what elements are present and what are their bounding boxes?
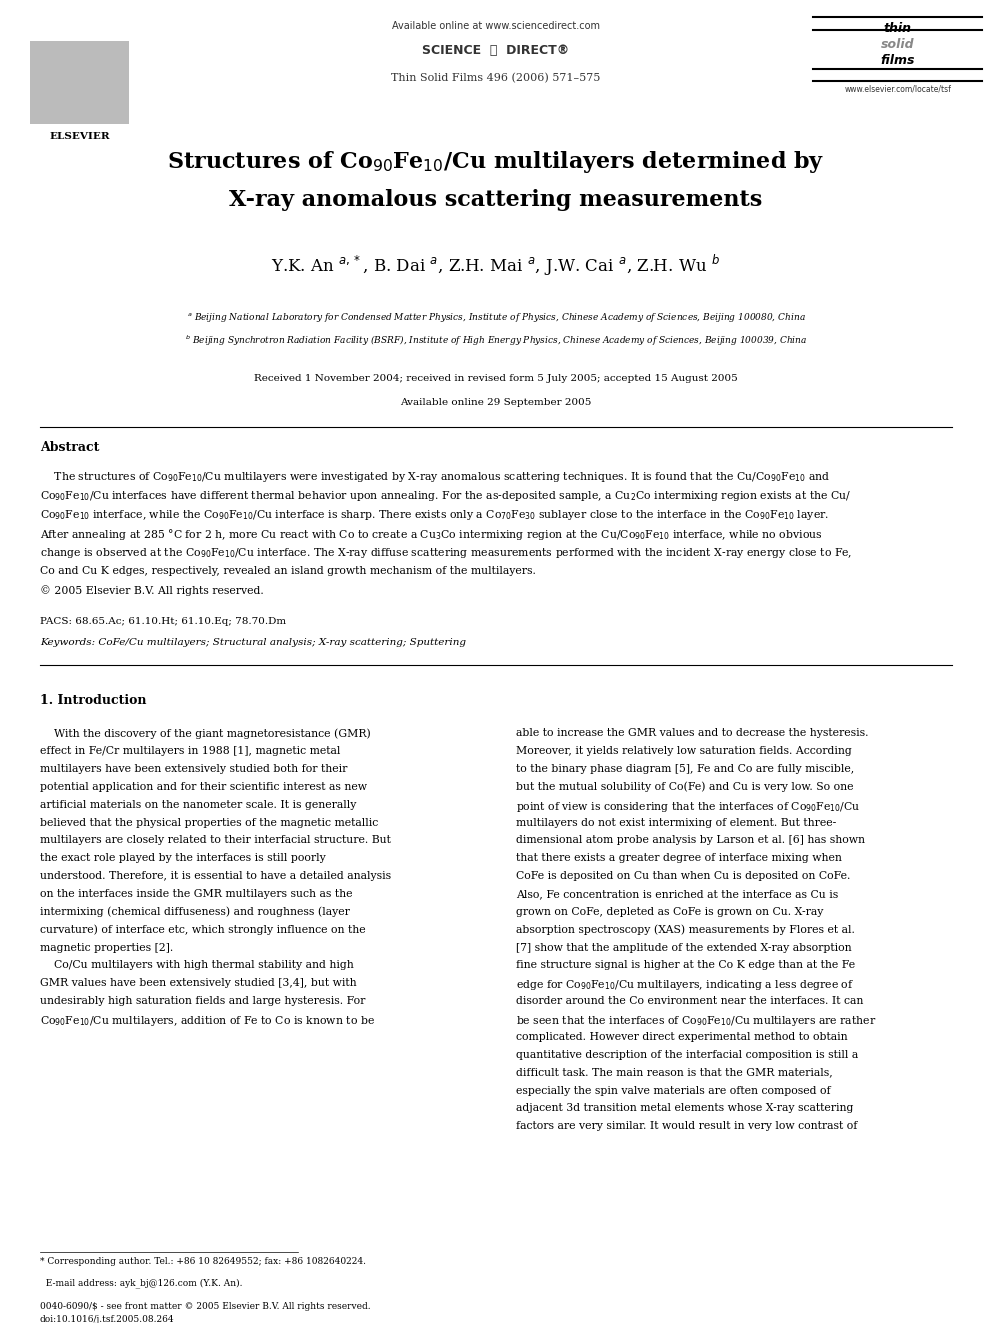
Text: undesirably high saturation fields and large hysteresis. For: undesirably high saturation fields and l…: [40, 996, 365, 1007]
Text: edge for Co$_{90}$Fe$_{10}$/Cu multilayers, indicating a less degree of: edge for Co$_{90}$Fe$_{10}$/Cu multilaye…: [516, 979, 854, 992]
Text: point of view is considering that the interfaces of Co$_{90}$Fe$_{10}$/Cu: point of view is considering that the in…: [516, 799, 860, 814]
Text: that there exists a greater degree of interface mixing when: that there exists a greater degree of in…: [516, 853, 842, 864]
Text: artificial materials on the nanometer scale. It is generally: artificial materials on the nanometer sc…: [40, 799, 356, 810]
Text: © 2005 Elsevier B.V. All rights reserved.: © 2005 Elsevier B.V. All rights reserved…: [40, 585, 264, 595]
Text: difficult task. The main reason is that the GMR materials,: difficult task. The main reason is that …: [516, 1068, 832, 1078]
Text: especially the spin valve materials are often composed of: especially the spin valve materials are …: [516, 1086, 830, 1095]
Text: grown on CoFe, depleted as CoFe is grown on Cu. X-ray: grown on CoFe, depleted as CoFe is grown…: [516, 908, 823, 917]
Text: X-ray anomalous scattering measurements: X-ray anomalous scattering measurements: [229, 189, 763, 212]
Text: Available online at www.sciencedirect.com: Available online at www.sciencedirect.co…: [392, 21, 600, 32]
Text: believed that the physical properties of the magnetic metallic: believed that the physical properties of…: [40, 818, 378, 828]
Text: Thin Solid Films 496 (2006) 571–575: Thin Solid Films 496 (2006) 571–575: [391, 73, 601, 83]
Text: SCIENCE  ⓓ  DIRECT®: SCIENCE ⓓ DIRECT®: [423, 44, 569, 57]
Text: GMR values have been extensively studied [3,4], but with: GMR values have been extensively studied…: [40, 979, 356, 988]
FancyBboxPatch shape: [30, 41, 129, 124]
Text: $^a$ Beijing National Laboratory for Condensed Matter Physics, Institute of Phys: $^a$ Beijing National Laboratory for Con…: [186, 311, 806, 324]
Text: Co and Cu K edges, respectively, revealed an island growth mechanism of the mult: Co and Cu K edges, respectively, reveale…: [40, 566, 536, 576]
Text: 1. Introduction: 1. Introduction: [40, 695, 146, 706]
Text: change is observed at the Co$_{90}$Fe$_{10}$/Cu interface. The X-ray diffuse sca: change is observed at the Co$_{90}$Fe$_{…: [40, 546, 852, 561]
Text: After annealing at 285 °C for 2 h, more Cu react with Co to create a Cu$_3$Co in: After annealing at 285 °C for 2 h, more …: [40, 528, 822, 542]
Text: magnetic properties [2].: magnetic properties [2].: [40, 943, 173, 953]
Text: on the interfaces inside the GMR multilayers such as the: on the interfaces inside the GMR multila…: [40, 889, 352, 900]
Text: disorder around the Co environment near the interfaces. It can: disorder around the Co environment near …: [516, 996, 863, 1007]
Text: thin: thin: [884, 22, 912, 36]
Text: E-mail address: ayk_bj@126.com (Y.K. An).: E-mail address: ayk_bj@126.com (Y.K. An)…: [40, 1278, 242, 1287]
Text: multilayers do not exist intermixing of element. But three-: multilayers do not exist intermixing of …: [516, 818, 836, 828]
Text: Keywords: CoFe/Cu multilayers; Structural analysis; X-ray scattering; Sputtering: Keywords: CoFe/Cu multilayers; Structura…: [40, 639, 465, 647]
Text: but the mutual solubility of Co(Fe) and Cu is very low. So one: but the mutual solubility of Co(Fe) and …: [516, 782, 853, 792]
Text: to the binary phase diagram [5], Fe and Co are fully miscible,: to the binary phase diagram [5], Fe and …: [516, 765, 854, 774]
Text: Co/Cu multilayers with high thermal stability and high: Co/Cu multilayers with high thermal stab…: [40, 960, 353, 971]
Text: be seen that the interfaces of Co$_{90}$Fe$_{10}$/Cu multilayers are rather: be seen that the interfaces of Co$_{90}$…: [516, 1015, 876, 1028]
Text: solid: solid: [881, 38, 915, 52]
Text: films: films: [881, 54, 915, 67]
Text: Moreover, it yields relatively low saturation fields. According: Moreover, it yields relatively low satur…: [516, 746, 851, 757]
Text: quantitative description of the interfacial composition is still a: quantitative description of the interfac…: [516, 1050, 858, 1060]
Text: 0040-6090/$ - see front matter © 2005 Elsevier B.V. All rights reserved.: 0040-6090/$ - see front matter © 2005 El…: [40, 1302, 370, 1311]
Text: $^b$ Beijing Synchrotron Radiation Facility (BSRF), Institute of High Energy Phy: $^b$ Beijing Synchrotron Radiation Facil…: [185, 333, 807, 348]
Text: dimensional atom probe analysis by Larson et al. [6] has shown: dimensional atom probe analysis by Larso…: [516, 836, 865, 845]
Text: Received 1 November 2004; received in revised form 5 July 2005; accepted 15 Augu: Received 1 November 2004; received in re…: [254, 374, 738, 384]
Text: Also, Fe concentration is enriched at the interface as Cu is: Also, Fe concentration is enriched at th…: [516, 889, 838, 900]
Text: CoFe is deposited on Cu than when Cu is deposited on CoFe.: CoFe is deposited on Cu than when Cu is …: [516, 872, 850, 881]
Text: able to increase the GMR values and to decrease the hysteresis.: able to increase the GMR values and to d…: [516, 729, 868, 738]
Text: * Corresponding author. Tel.: +86 10 82649552; fax: +86 1082640224.: * Corresponding author. Tel.: +86 10 826…: [40, 1257, 366, 1266]
Text: Co$_{90}$Fe$_{10}$/Cu interfaces have different thermal behavior upon annealing.: Co$_{90}$Fe$_{10}$/Cu interfaces have di…: [40, 490, 851, 503]
Text: Available online 29 September 2005: Available online 29 September 2005: [401, 398, 591, 407]
Text: multilayers are closely related to their interfacial structure. But: multilayers are closely related to their…: [40, 836, 391, 845]
Text: Y.K. An $^{a,*}$, B. Dai $^{a}$, Z.H. Mai $^{a}$, J.W. Cai $^{a}$, Z.H. Wu $^{b}: Y.K. An $^{a,*}$, B. Dai $^{a}$, Z.H. Ma…: [272, 253, 720, 278]
Text: doi:10.1016/j.tsf.2005.08.264: doi:10.1016/j.tsf.2005.08.264: [40, 1315, 175, 1323]
Text: multilayers have been extensively studied both for their: multilayers have been extensively studie…: [40, 765, 347, 774]
Text: [7] show that the amplitude of the extended X-ray absorption: [7] show that the amplitude of the exten…: [516, 943, 851, 953]
Text: Co$_{90}$Fe$_{10}$ interface, while the Co$_{90}$Fe$_{10}$/Cu interface is sharp: Co$_{90}$Fe$_{10}$ interface, while the …: [40, 508, 828, 523]
Text: factors are very similar. It would result in very low contrast of: factors are very similar. It would resul…: [516, 1122, 857, 1131]
Text: absorption spectroscopy (XAS) measurements by Flores et al.: absorption spectroscopy (XAS) measuremen…: [516, 925, 855, 935]
Text: With the discovery of the giant magnetoresistance (GMR): With the discovery of the giant magnetor…: [40, 729, 370, 738]
Text: Abstract: Abstract: [40, 441, 99, 454]
Text: Co$_{90}$Fe$_{10}$/Cu multilayers, addition of Fe to Co is known to be: Co$_{90}$Fe$_{10}$/Cu multilayers, addit…: [40, 1015, 375, 1028]
Text: understood. Therefore, it is essential to have a detailed analysis: understood. Therefore, it is essential t…: [40, 872, 391, 881]
Text: www.elsevier.com/locate/tsf: www.elsevier.com/locate/tsf: [844, 85, 951, 94]
Text: fine structure signal is higher at the Co K edge than at the Fe: fine structure signal is higher at the C…: [516, 960, 855, 971]
Text: intermixing (chemical diffuseness) and roughness (layer: intermixing (chemical diffuseness) and r…: [40, 908, 349, 917]
Text: The structures of Co$_{90}$Fe$_{10}$/Cu multilayers were investigated by X-ray a: The structures of Co$_{90}$Fe$_{10}$/Cu …: [40, 470, 830, 484]
Text: effect in Fe/Cr multilayers in 1988 [1], magnetic metal: effect in Fe/Cr multilayers in 1988 [1],…: [40, 746, 340, 757]
Text: Structures of Co$_{90}$Fe$_{10}$/Cu multilayers determined by: Structures of Co$_{90}$Fe$_{10}$/Cu mult…: [168, 149, 824, 176]
Text: complicated. However direct experimental method to obtain: complicated. However direct experimental…: [516, 1032, 847, 1043]
Text: the exact role played by the interfaces is still poorly: the exact role played by the interfaces …: [40, 853, 325, 864]
Text: PACS: 68.65.Ac; 61.10.Ht; 61.10.Eq; 78.70.Dm: PACS: 68.65.Ac; 61.10.Ht; 61.10.Eq; 78.7…: [40, 618, 286, 626]
Text: potential application and for their scientific interest as new: potential application and for their scie…: [40, 782, 367, 792]
Text: curvature) of interface etc, which strongly influence on the: curvature) of interface etc, which stron…: [40, 925, 365, 935]
Text: adjacent 3d transition metal elements whose X-ray scattering: adjacent 3d transition metal elements wh…: [516, 1103, 853, 1114]
Text: ELSEVIER: ELSEVIER: [49, 132, 110, 142]
